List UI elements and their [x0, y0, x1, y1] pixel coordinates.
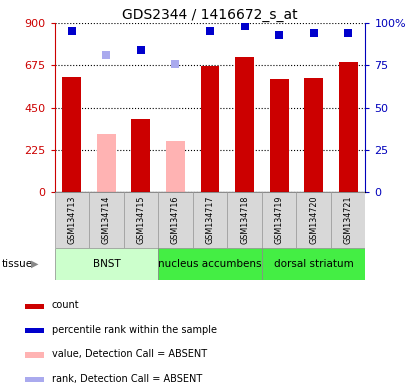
Text: GSM134718: GSM134718 [240, 196, 249, 244]
Text: dorsal striatum: dorsal striatum [274, 259, 354, 269]
Text: percentile rank within the sample: percentile rank within the sample [52, 325, 217, 335]
Bar [89, 192, 123, 248]
Bar [304, 78, 323, 192]
Point [241, 23, 248, 30]
Bar [24, 303, 44, 309]
Text: GSM134721: GSM134721 [344, 195, 353, 244]
Bar [227, 192, 262, 248]
Bar [166, 141, 185, 192]
Point [172, 61, 179, 67]
Point [103, 52, 110, 58]
Bar [24, 353, 44, 358]
Bar [24, 377, 44, 382]
Text: GSM134720: GSM134720 [309, 195, 318, 244]
Text: ▶: ▶ [31, 259, 38, 269]
Bar [262, 248, 365, 280]
Bar [55, 192, 89, 248]
Text: nucleus accumbens: nucleus accumbens [158, 259, 262, 269]
Bar [200, 66, 220, 192]
Bar [24, 328, 44, 333]
Point [207, 28, 213, 35]
Point [138, 47, 144, 53]
Text: GSM134719: GSM134719 [275, 195, 284, 244]
Text: BNST: BNST [92, 259, 120, 269]
Bar [131, 119, 150, 192]
Point [310, 30, 317, 36]
Bar [331, 192, 365, 248]
Bar [262, 192, 297, 248]
Title: GDS2344 / 1416672_s_at: GDS2344 / 1416672_s_at [122, 8, 298, 22]
Bar [55, 248, 158, 280]
Text: GSM134716: GSM134716 [171, 196, 180, 244]
Text: rank, Detection Call = ABSENT: rank, Detection Call = ABSENT [52, 374, 202, 384]
Point [68, 28, 75, 35]
Bar [158, 248, 262, 280]
Point [345, 30, 352, 36]
Bar [63, 78, 81, 192]
Text: GSM134717: GSM134717 [205, 195, 215, 244]
Text: tissue: tissue [2, 259, 33, 269]
Text: GSM134713: GSM134713 [67, 196, 76, 244]
Bar [97, 134, 116, 192]
Text: value, Detection Call = ABSENT: value, Detection Call = ABSENT [52, 349, 207, 359]
Bar [193, 192, 227, 248]
Text: count: count [52, 300, 79, 310]
Point [276, 32, 282, 38]
Bar [270, 79, 289, 192]
Text: GSM134714: GSM134714 [102, 196, 111, 244]
Text: GSM134715: GSM134715 [136, 195, 145, 244]
Bar [235, 57, 254, 192]
Bar [123, 192, 158, 248]
Bar [339, 63, 357, 192]
Bar [158, 192, 193, 248]
Bar [297, 192, 331, 248]
